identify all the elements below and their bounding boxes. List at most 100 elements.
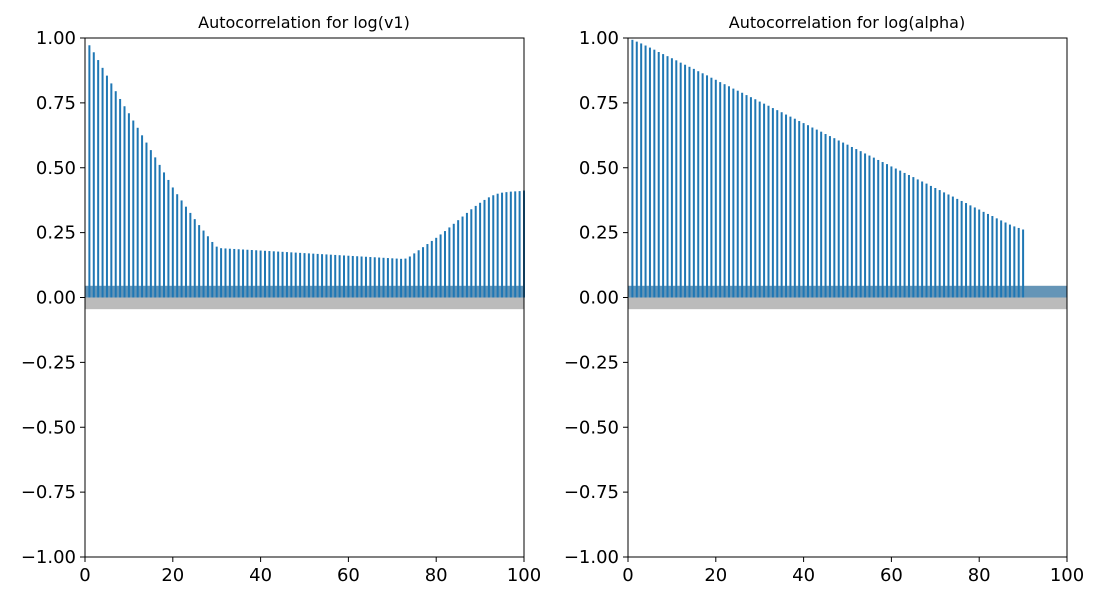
y-tick-label: 0.50 xyxy=(579,158,619,179)
acf-bar xyxy=(1004,222,1007,298)
acf-bar xyxy=(343,255,346,298)
acf-bar xyxy=(960,200,963,298)
acf-bar xyxy=(145,142,148,298)
acf-bar xyxy=(501,192,504,298)
x-tick-label: 60 xyxy=(880,565,903,586)
acf-bar xyxy=(969,205,972,298)
acf-bar xyxy=(136,127,139,298)
acf-bar xyxy=(127,113,130,298)
acf-bar xyxy=(509,191,512,298)
x-tick-label: 0 xyxy=(79,565,90,586)
acf-bar xyxy=(697,71,700,298)
y-tick-label: −0.75 xyxy=(21,482,76,503)
acf-bar xyxy=(400,258,403,298)
acf-bar xyxy=(644,45,647,298)
acf-bar xyxy=(132,120,135,298)
acf-bar xyxy=(719,82,722,298)
acf-bar xyxy=(316,253,319,298)
acf-bar xyxy=(763,103,766,298)
acf-bar xyxy=(158,164,161,298)
y-tick-label: 0.50 xyxy=(36,158,76,179)
y-tick-label: −0.50 xyxy=(564,417,619,438)
acf-bar xyxy=(193,219,196,298)
acf-bar xyxy=(921,181,924,298)
acf-bar xyxy=(97,60,100,298)
acf-bar xyxy=(824,134,827,298)
x-tick-label: 40 xyxy=(249,565,272,586)
acf-bar xyxy=(329,254,332,298)
acf-bar xyxy=(202,230,205,298)
acf-bar xyxy=(92,52,95,298)
acf-bar xyxy=(991,216,994,298)
acf-bar xyxy=(382,257,385,298)
acf-bar xyxy=(211,241,214,298)
acf-bar xyxy=(492,195,495,298)
acf-bar xyxy=(943,192,946,298)
acf-bar xyxy=(934,187,937,298)
acf-bar xyxy=(855,149,858,298)
chart-title: Autocorrelation for log(v1) xyxy=(198,13,410,32)
acf-bar xyxy=(732,88,735,298)
acf-bar xyxy=(754,99,757,298)
acf-bar xyxy=(325,254,328,298)
acf-bar xyxy=(110,83,113,298)
acf-bar xyxy=(167,179,170,298)
acf-bar xyxy=(237,249,240,298)
y-tick-label: 0.25 xyxy=(579,223,619,244)
acf-bar xyxy=(457,220,460,298)
acf-bar xyxy=(171,187,174,298)
y-tick-label: −0.75 xyxy=(564,482,619,503)
acf-bar xyxy=(360,256,363,298)
acf-bar xyxy=(255,250,258,298)
acf-bar xyxy=(868,155,871,298)
x-tick-label: 80 xyxy=(425,565,448,586)
acf-bar xyxy=(653,49,656,298)
y-tick-label: −0.25 xyxy=(564,352,619,373)
acf-bar xyxy=(448,227,451,298)
acf-bar xyxy=(422,247,425,298)
acf-bar xyxy=(727,86,730,298)
acf-bar xyxy=(378,257,381,298)
acf-bar xyxy=(986,213,989,298)
acf-bar xyxy=(163,172,166,298)
acf-bar xyxy=(312,253,315,298)
y-tick-label: −0.50 xyxy=(21,417,76,438)
acf-bar xyxy=(828,136,831,298)
y-tick-label: 0.75 xyxy=(36,93,76,114)
acf-bar xyxy=(881,162,884,298)
acf-bar xyxy=(479,202,482,298)
acf-bar xyxy=(675,60,678,298)
acf-bar xyxy=(995,218,998,298)
acf-bar xyxy=(228,248,231,298)
acf-bar xyxy=(648,47,651,298)
acf-bar xyxy=(281,251,284,298)
acf-bar xyxy=(640,43,643,298)
acf-bar xyxy=(798,121,801,298)
acf-bar xyxy=(430,240,433,298)
acf-bar xyxy=(710,77,713,298)
acf-bar xyxy=(776,110,779,298)
acf-bar xyxy=(470,209,473,298)
acf-bar xyxy=(741,92,744,298)
acf-bar xyxy=(518,191,521,298)
acf-bar xyxy=(246,249,249,298)
acf-bar xyxy=(233,248,236,298)
x-tick-label: 40 xyxy=(792,565,815,586)
acf-bar xyxy=(443,231,446,298)
acf-bar xyxy=(982,211,985,298)
acf-bar xyxy=(820,131,823,298)
acf-bar xyxy=(771,108,774,298)
acf-bar xyxy=(198,225,201,298)
acf-bar xyxy=(692,68,695,298)
acf-bar xyxy=(141,135,144,298)
acf-bar xyxy=(404,258,407,298)
acf-bar xyxy=(123,106,126,298)
x-tick-label: 100 xyxy=(1050,565,1084,586)
y-tick-label: 0.75 xyxy=(579,93,619,114)
x-tick-label: 100 xyxy=(507,565,541,586)
acf-bar xyxy=(206,236,209,298)
acf-bar xyxy=(714,79,717,298)
acf-bar xyxy=(850,146,853,298)
acf-bar xyxy=(101,67,104,298)
acf-bar xyxy=(259,250,262,298)
